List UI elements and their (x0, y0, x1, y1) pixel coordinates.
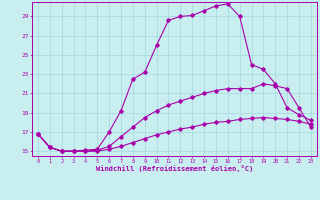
X-axis label: Windchill (Refroidissement éolien,°C): Windchill (Refroidissement éolien,°C) (96, 165, 253, 172)
